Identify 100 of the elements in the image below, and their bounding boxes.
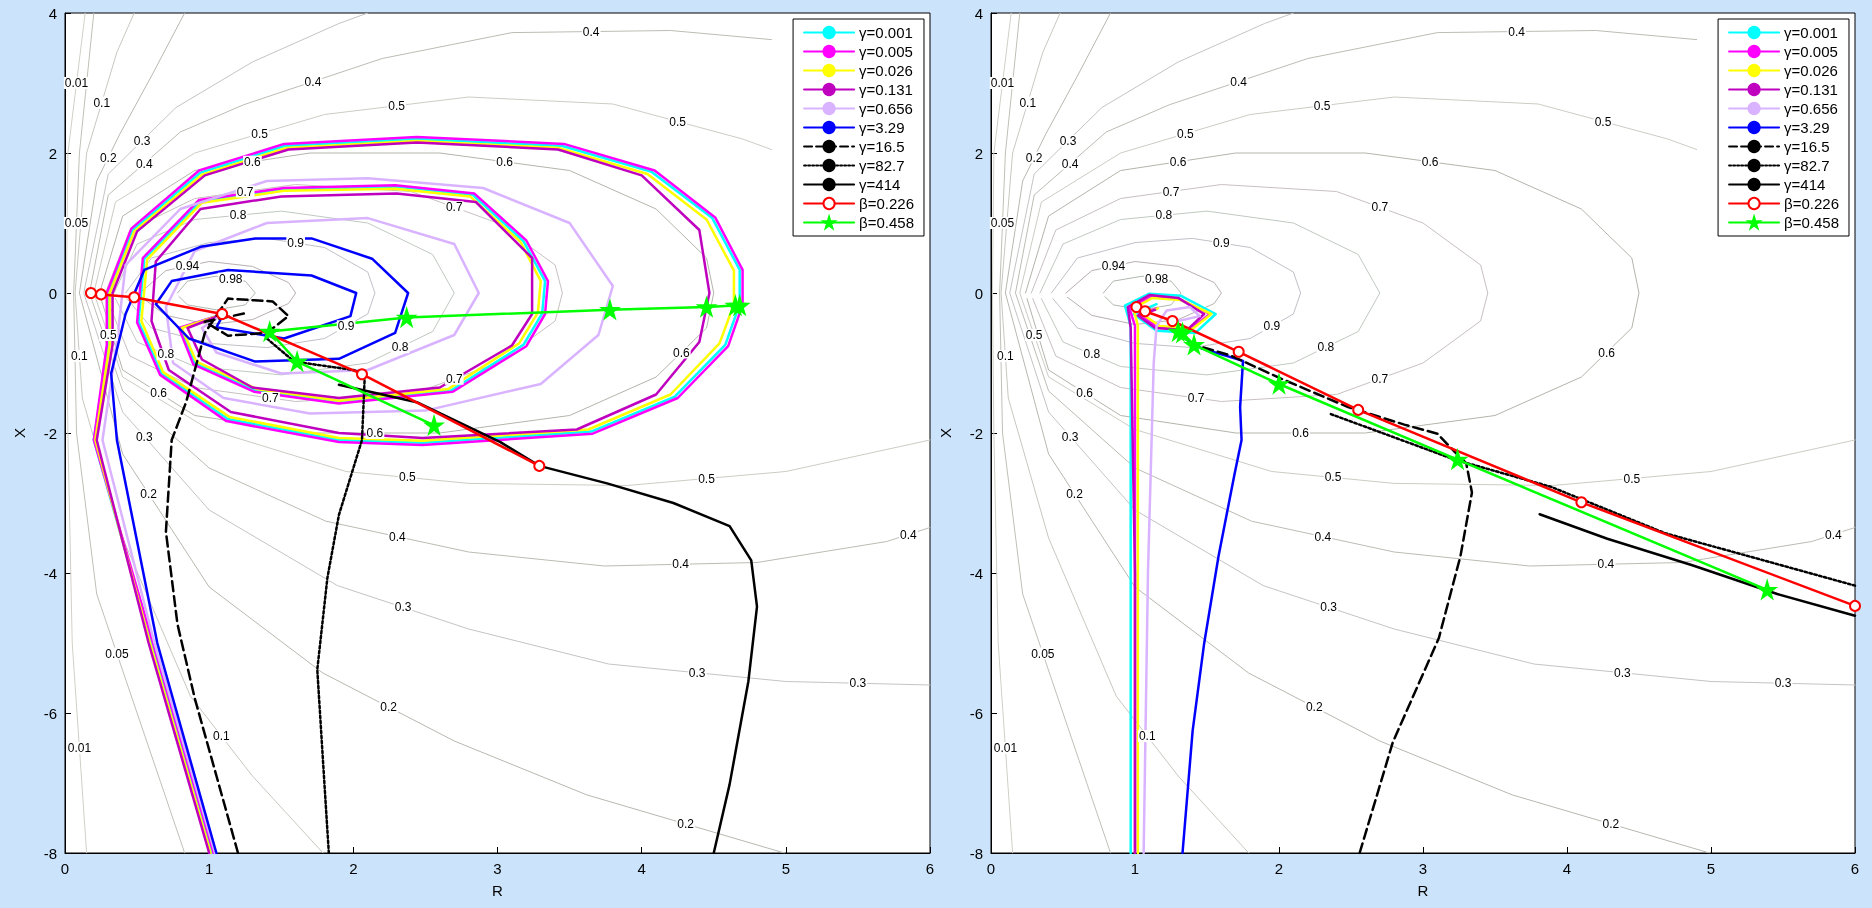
x-tick-label: 6 (1850, 860, 1860, 877)
annotation: 0.9 (287, 235, 305, 250)
legend-label: β=0.458 (1784, 214, 1840, 231)
y-axis-title: X (937, 427, 954, 439)
annotation: 0.3 (1061, 429, 1079, 444)
y-tick-label: -4 (43, 564, 57, 582)
annotation: 0.1 (1138, 729, 1156, 744)
x-axis-title: R (492, 882, 504, 899)
annotation: 0.5 (1324, 470, 1342, 485)
x-tick-label: 3 (493, 860, 502, 877)
annotation: 0.4 (1597, 557, 1615, 572)
annotation: 0.8 (229, 208, 247, 223)
y-tick-label: 0 (48, 284, 57, 302)
annotation: 0.4 (1061, 156, 1079, 171)
annotation: 0.8 (1083, 347, 1101, 362)
y-tick-label: -4 (969, 564, 983, 582)
annotation: 0.7 (445, 371, 463, 386)
annotation: 0.6 (1076, 385, 1094, 400)
legend-label: γ=0.656 (1784, 100, 1838, 117)
x-tick-label: 0 (986, 860, 996, 877)
annotation: 0.6 (1292, 426, 1310, 440)
annotation: 0.2 (1025, 150, 1043, 165)
x-tick-label: 2 (1274, 860, 1284, 877)
annotation: 0.1 (1019, 95, 1037, 110)
y-tick-label: -6 (969, 704, 983, 722)
annotation: 0.01 (990, 76, 1015, 90)
annotation: 0.3 (133, 133, 151, 148)
annotation: 0.8 (157, 347, 175, 362)
annotation: 0.5 (399, 470, 417, 485)
annotation: 0.7 (262, 391, 280, 405)
annotation: 0.7 (1187, 391, 1205, 405)
legend-label: γ=0.026 (859, 62, 913, 79)
annotation: 0.8 (1317, 340, 1335, 355)
annotation: 0.5 (698, 471, 716, 486)
annotation: 0.3 (1774, 676, 1792, 691)
annotation: 0.5 (388, 98, 406, 113)
annotation: 0.3 (1614, 665, 1632, 680)
y-axis-title: X (11, 427, 28, 439)
annotation: 0.6 (1169, 154, 1187, 169)
legend-label: γ=0.131 (1784, 81, 1838, 98)
annotation: 0.5 (99, 328, 117, 342)
annotation: 0.8 (391, 340, 409, 355)
legend-label: γ=16.5 (1784, 138, 1830, 155)
annotation: 0.98 (1144, 271, 1169, 286)
annotation: 0.6 (244, 154, 262, 169)
annotation: 0.5 (1025, 328, 1043, 342)
legend-label: γ=16.5 (859, 138, 905, 155)
y-tick-label: -8 (969, 844, 983, 862)
x-axis-title: R (1417, 882, 1429, 899)
annotation: 0.05 (990, 216, 1015, 230)
annotation: 0.3 (688, 665, 706, 680)
annotation: 0.4 (1230, 74, 1248, 89)
annotation: 0.6 (366, 426, 384, 440)
annotation: 0.6 (496, 154, 514, 169)
x-tick-label: 0 (60, 860, 70, 877)
annotation: 0.8 (1155, 208, 1173, 223)
y-tick-label: 2 (48, 144, 57, 162)
x-tick-label: 5 (781, 860, 791, 877)
y-tick-label: 4 (48, 4, 57, 22)
legend-label: γ=0.001 (859, 24, 913, 41)
x-tick-label: 4 (1562, 860, 1572, 877)
annotation: 0.7 (1371, 200, 1389, 215)
annotation: 0.5 (251, 126, 269, 141)
annotation: 0.9 (1263, 319, 1281, 334)
annotation: 0.1 (93, 95, 111, 110)
annotation: 0.4 (582, 24, 600, 39)
annotation: 0.94 (1101, 259, 1126, 274)
annotation: 0.4 (1825, 527, 1843, 542)
annotation: 0.7 (1371, 371, 1389, 386)
annotation: 0.4 (1508, 24, 1526, 39)
x-tick-label: 1 (1130, 860, 1140, 877)
annotation: 0.4 (900, 527, 918, 542)
annotation: 0.5 (669, 114, 687, 129)
legend-label: β=0.226 (859, 195, 915, 212)
annotation: 0.01 (67, 741, 92, 755)
annotation: 0.5 (1313, 98, 1331, 113)
annotation: 0.5 (1623, 471, 1641, 486)
annotation: 0.05 (64, 216, 89, 230)
annotation: 0.94 (175, 259, 200, 274)
annotation: 0.2 (380, 700, 398, 715)
annotation: 0.3 (394, 600, 412, 615)
annotation: 0.98 (219, 271, 243, 286)
annotation: 0.7 (1162, 184, 1180, 199)
annotation: 0.4 (1314, 529, 1332, 544)
annotation: 0.3 (1320, 600, 1338, 615)
legend-label: γ=0.656 (859, 100, 913, 117)
annotation: 0.2 (1305, 700, 1323, 715)
annotation: 0.5 (1177, 126, 1195, 141)
x-tick-label: 3 (1418, 860, 1428, 877)
x-tick-label: 4 (637, 860, 646, 877)
annotation: 0.5 (1594, 114, 1612, 129)
annotation: 0.2 (1602, 816, 1620, 831)
legend-label: β=0.226 (1784, 195, 1840, 212)
annotation: 0.2 (1066, 486, 1084, 501)
legend-label: γ=0.131 (859, 81, 913, 98)
legend-label: γ=3.29 (1784, 119, 1830, 136)
x-tick-label: 6 (925, 860, 935, 877)
legend-label: γ=3.29 (859, 119, 905, 136)
legend-label: γ=82.7 (859, 157, 905, 174)
annotation: 0.9 (1213, 235, 1231, 250)
